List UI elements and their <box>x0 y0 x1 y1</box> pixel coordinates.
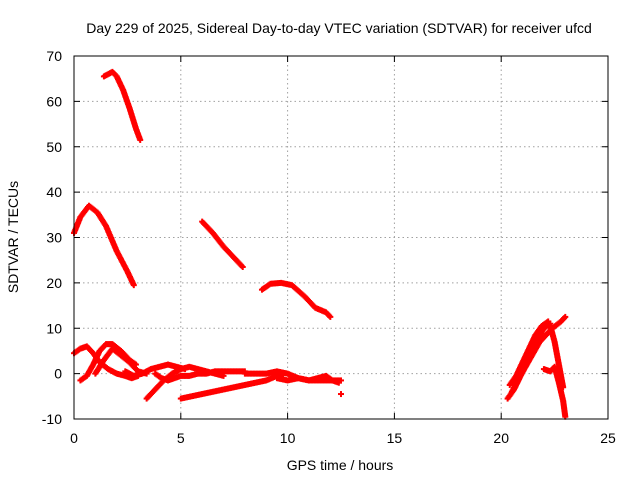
y-tick-label: 30 <box>46 230 62 246</box>
x-tick-labels: 0 5 10 15 20 25 <box>70 430 616 446</box>
data-points <box>71 68 569 420</box>
y-axis-label: SDTVAR / TECUs <box>5 181 21 293</box>
x-tick-label: 10 <box>280 430 296 446</box>
x-tick-label: 5 <box>177 430 185 446</box>
y-tick-label: 40 <box>46 184 62 200</box>
y-tick-label: 50 <box>46 139 62 155</box>
data-point <box>560 384 567 391</box>
data-point <box>239 263 246 270</box>
y-tick-label: 60 <box>46 93 62 109</box>
data-point <box>137 136 144 143</box>
data-point <box>327 313 334 320</box>
x-tick-label: 15 <box>387 430 403 446</box>
x-tick-label: 25 <box>600 430 616 446</box>
chart-title: Day 229 of 2025, Sidereal Day-to-day VTE… <box>86 20 592 36</box>
y-tick-label: -10 <box>42 411 62 427</box>
data-point <box>130 282 137 289</box>
x-tick-label: 20 <box>493 430 509 446</box>
data-point <box>562 313 569 320</box>
data-point <box>338 391 344 398</box>
axis-ticks <box>73 55 609 420</box>
data-point <box>335 379 342 386</box>
y-tick-label: 20 <box>46 275 62 291</box>
x-tick-label: 0 <box>70 430 78 446</box>
grid-lines <box>74 56 608 419</box>
y-tick-label: 70 <box>46 48 62 64</box>
y-tick-labels: -10 0 10 20 30 40 50 60 70 <box>42 48 62 427</box>
y-tick-label: 0 <box>54 366 62 382</box>
y-tick-label: 10 <box>46 320 62 336</box>
x-axis-label: GPS time / hours <box>287 457 394 473</box>
